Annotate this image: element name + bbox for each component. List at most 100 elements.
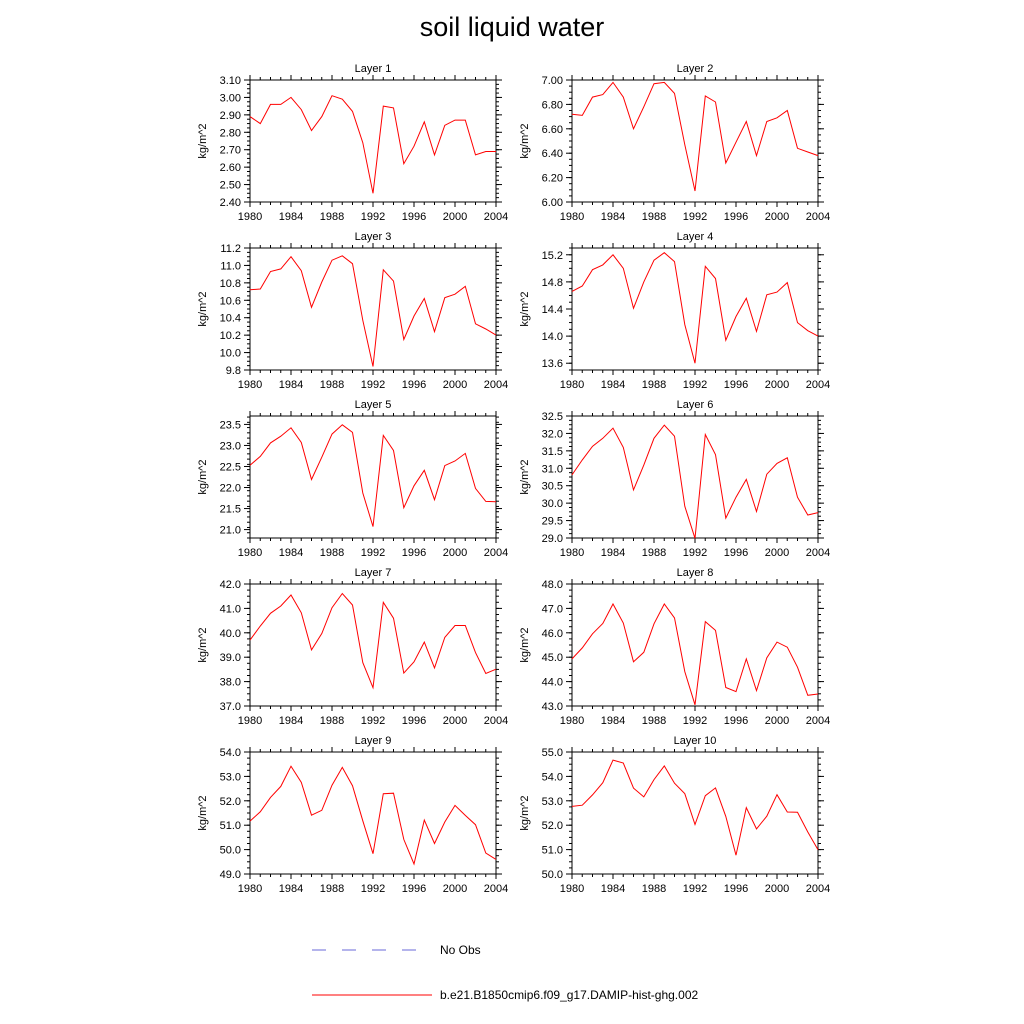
y-tick-label: 9.8 xyxy=(226,365,241,377)
x-tick-label: 1992 xyxy=(683,715,707,727)
series-line xyxy=(571,424,819,539)
y-tick-label: 2.50 xyxy=(220,180,241,192)
y-tick-label: 29.5 xyxy=(542,516,563,528)
x-tick-label: 1988 xyxy=(642,883,666,895)
y-tick-label: 37.0 xyxy=(220,701,241,713)
plot-frame xyxy=(249,79,497,203)
series-line xyxy=(571,81,819,192)
chart-title: Layer 2 xyxy=(677,63,714,75)
chart-title: Layer 9 xyxy=(355,735,392,747)
x-tick-label: 2004 xyxy=(484,211,508,223)
x-tick-label: 2000 xyxy=(443,715,467,727)
x-tick-label: 1992 xyxy=(683,211,707,223)
x-tick-label: 1996 xyxy=(402,211,426,223)
x-tick-label: 1980 xyxy=(560,883,584,895)
x-tick-label: 1988 xyxy=(642,211,666,223)
series-line xyxy=(571,252,819,364)
series-line xyxy=(571,759,819,856)
x-tick-label: 1996 xyxy=(724,379,748,391)
y-tick-label: 50.0 xyxy=(220,845,241,857)
y-tick-label: 38.0 xyxy=(220,677,241,689)
x-tick-label: 2004 xyxy=(484,547,508,559)
series-line xyxy=(249,95,496,194)
x-tick-label: 2004 xyxy=(806,547,830,559)
x-tick-label: 2000 xyxy=(765,379,789,391)
plot-frame xyxy=(249,751,497,875)
x-tick-label: 1980 xyxy=(560,715,584,727)
chart-layer-6: Layer 6 kg/m^2 1980 1984 1988 1992 1996 2000 200… xyxy=(519,399,830,559)
y-tick-label: 6.20 xyxy=(542,173,563,185)
y-tick-label: 6.80 xyxy=(542,99,563,111)
x-tick-label: 2004 xyxy=(806,883,830,895)
y-axis-label: kg/m^2 xyxy=(519,291,531,326)
chart-layer-9: Layer 9 kg/m^2 1980 1984 1988 1992 1996 2000 200… xyxy=(197,735,508,895)
y-tick-label: 54.0 xyxy=(220,747,241,759)
y-tick-label: 43.0 xyxy=(542,701,563,713)
y-axis-label: kg/m^2 xyxy=(519,459,531,494)
x-tick-label: 1996 xyxy=(402,883,426,895)
x-tick-label: 1980 xyxy=(238,211,262,223)
x-tick-label: 2004 xyxy=(484,379,508,391)
y-tick-label: 48.0 xyxy=(542,579,563,591)
x-tick-label: 1988 xyxy=(642,379,666,391)
y-tick-label: 23.5 xyxy=(220,419,241,431)
y-tick-label: 53.0 xyxy=(542,796,563,808)
y-tick-label: 42.0 xyxy=(220,579,241,591)
y-tick-label: 15.2 xyxy=(542,250,563,262)
x-tick-label: 2004 xyxy=(806,211,830,223)
y-axis-label: kg/m^2 xyxy=(519,627,531,662)
x-tick-label: 1992 xyxy=(361,883,385,895)
y-axis-label: kg/m^2 xyxy=(197,291,209,326)
chart-title: Layer 10 xyxy=(674,735,717,747)
x-tick-label: 2000 xyxy=(765,883,789,895)
x-tick-label: 1984 xyxy=(601,379,625,391)
chart-title: Layer 7 xyxy=(355,567,392,579)
y-tick-label: 32.5 xyxy=(542,411,563,423)
x-tick-label: 1996 xyxy=(724,547,748,559)
x-tick-label: 1980 xyxy=(238,379,262,391)
y-tick-label: 11.2 xyxy=(220,243,241,255)
x-tick-label: 1996 xyxy=(724,211,748,223)
chart-title: Layer 5 xyxy=(355,399,392,411)
plot-frame xyxy=(571,415,819,539)
x-tick-label: 1988 xyxy=(642,715,666,727)
y-tick-label: 21.5 xyxy=(220,504,241,516)
chart-layer-4: Layer 4 kg/m^2 1980 1984 1988 1992 1996 2000 200… xyxy=(519,231,830,391)
chart-title: Layer 3 xyxy=(355,231,392,243)
chart-layer-1: Layer 1 kg/m^2 1980 1984 1988 1992 1996 2000 200… xyxy=(197,63,508,223)
y-tick-label: 22.0 xyxy=(220,483,241,495)
x-tick-label: 1992 xyxy=(683,379,707,391)
x-tick-label: 1992 xyxy=(683,547,707,559)
x-tick-label: 1984 xyxy=(601,547,625,559)
y-tick-label: 14.4 xyxy=(542,304,563,316)
x-tick-label: 1980 xyxy=(560,379,584,391)
x-tick-label: 1980 xyxy=(238,883,262,895)
chart-layer-3: Layer 3 kg/m^2 1980 1984 1988 1992 1996 2000 200… xyxy=(197,231,508,391)
x-tick-label: 1988 xyxy=(320,715,344,727)
y-tick-label: 6.40 xyxy=(542,148,563,160)
x-tick-label: 1980 xyxy=(560,211,584,223)
x-tick-label: 2004 xyxy=(484,715,508,727)
series-line xyxy=(571,602,819,705)
x-tick-label: 1984 xyxy=(601,883,625,895)
y-tick-label: 44.0 xyxy=(542,677,563,689)
y-tick-label: 31.0 xyxy=(542,463,563,475)
y-tick-label: 10.8 xyxy=(220,278,241,290)
y-tick-label: 14.0 xyxy=(542,331,563,343)
x-tick-label: 2000 xyxy=(443,211,467,223)
x-tick-label: 2000 xyxy=(443,547,467,559)
plot-frame xyxy=(571,247,819,371)
plot-frame xyxy=(249,415,497,539)
chart-layer-5: Layer 5 kg/m^2 1980 1984 1988 1992 1996 2000 200… xyxy=(197,399,508,559)
y-tick-label: 6.00 xyxy=(542,197,563,209)
x-tick-label: 1988 xyxy=(320,379,344,391)
y-tick-label: 54.0 xyxy=(542,771,563,783)
y-tick-label: 21.0 xyxy=(220,525,241,537)
y-tick-label: 53.0 xyxy=(220,771,241,783)
plot-frame xyxy=(249,247,497,371)
y-tick-label: 7.00 xyxy=(542,75,563,87)
x-tick-label: 2000 xyxy=(765,211,789,223)
y-tick-label: 13.6 xyxy=(542,358,563,370)
y-tick-label: 47.0 xyxy=(542,603,563,615)
